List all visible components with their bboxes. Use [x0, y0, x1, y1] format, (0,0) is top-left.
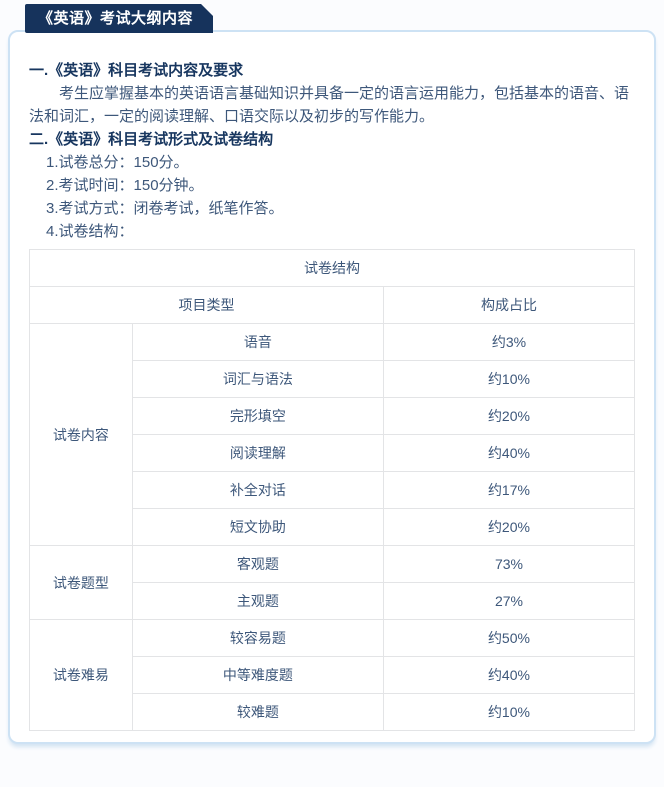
- list-item-duration: 2.考试时间：150分钟。: [46, 177, 204, 194]
- page-title-badge: 《英语》考试大纲内容: [25, 4, 213, 33]
- exam-format-list: 1.试卷总分：150分。 2.考试时间：150分钟。 3.考试方式：闭卷考试，纸…: [29, 151, 635, 243]
- table-row: 补全对话 约17%: [30, 471, 636, 509]
- item-cell: 较难题: [131, 693, 384, 731]
- percent-cell: 约3%: [382, 323, 636, 361]
- table-title-row: 试卷结构: [29, 249, 635, 287]
- header-item-type: 项目类型: [29, 286, 384, 324]
- percent-cell: 约10%: [382, 360, 636, 398]
- item-cell: 短文协助: [131, 508, 384, 546]
- table-row: 主观题 27%: [30, 582, 636, 620]
- item-cell: 词汇与语法: [131, 360, 384, 398]
- content-card: 一.《英语》科目考试内容及要求 考生应掌握基本的英语语言基础知识并具备一定的语言…: [8, 30, 656, 744]
- table-row: 短文协助 约20%: [30, 508, 636, 546]
- item-cell: 语音: [131, 323, 384, 361]
- item-cell: 完形填空: [131, 397, 384, 435]
- section1-paragraph: 考生应掌握基本的英语语言基础知识并具备一定的语言运用能力，包括基本的语音、语法和…: [29, 85, 630, 125]
- item-cell: 客观题: [131, 545, 384, 583]
- page-title: 《英语》考试大纲内容: [38, 10, 194, 27]
- percent-cell: 约20%: [382, 508, 636, 546]
- table-row: 阅读理解 约40%: [30, 434, 636, 472]
- table-row: 试卷题型 客观题 73%: [29, 545, 636, 620]
- group-label-question-type: 试卷题型: [29, 545, 133, 620]
- group-label-content: 试卷内容: [29, 323, 133, 546]
- exam-structure-table: 试卷结构 项目类型 构成占比 试卷内容 语音 约3% 词汇与语法 约10% 完形…: [29, 249, 636, 731]
- percent-cell: 73%: [382, 545, 636, 583]
- percent-cell: 约40%: [382, 434, 636, 472]
- percent-cell: 约40%: [382, 656, 636, 694]
- section1-heading: 一.《英语》科目考试内容及要求: [29, 62, 244, 79]
- header-proportion: 构成占比: [382, 286, 636, 324]
- list-item-method: 3.考试方式：闭卷考试，纸笔作答。: [46, 200, 284, 217]
- percent-cell: 约10%: [382, 693, 636, 731]
- table-row: 较难题 约10%: [30, 693, 636, 731]
- item-cell: 补全对话: [131, 471, 384, 509]
- section2-heading: 二.《英语》科目考试形式及试卷结构: [29, 131, 274, 148]
- table-row: 中等难度题 约40%: [30, 656, 636, 694]
- item-cell: 阅读理解: [131, 434, 384, 472]
- table-row: 完形填空 约20%: [30, 397, 636, 435]
- percent-cell: 27%: [382, 582, 636, 620]
- table-row: 试卷内容 语音 约3%: [29, 323, 636, 546]
- percent-cell: 约20%: [382, 397, 636, 435]
- item-cell: 较容易题: [131, 619, 384, 657]
- percent-cell: 约50%: [382, 619, 636, 657]
- list-item-structure: 4.试卷结构：: [46, 223, 134, 240]
- table-row: 词汇与语法 约10%: [30, 360, 636, 398]
- item-cell: 中等难度题: [131, 656, 384, 694]
- group-label-difficulty: 试卷难易: [29, 619, 133, 731]
- percent-cell: 约17%: [382, 471, 636, 509]
- item-cell: 主观题: [131, 582, 384, 620]
- table-row: 试卷难易 较容易题 约50%: [29, 619, 636, 731]
- table-title-cell: 试卷结构: [29, 249, 635, 287]
- list-item-total-score: 1.试卷总分：150分。: [46, 154, 189, 171]
- table-header-row: 项目类型 构成占比: [29, 286, 636, 324]
